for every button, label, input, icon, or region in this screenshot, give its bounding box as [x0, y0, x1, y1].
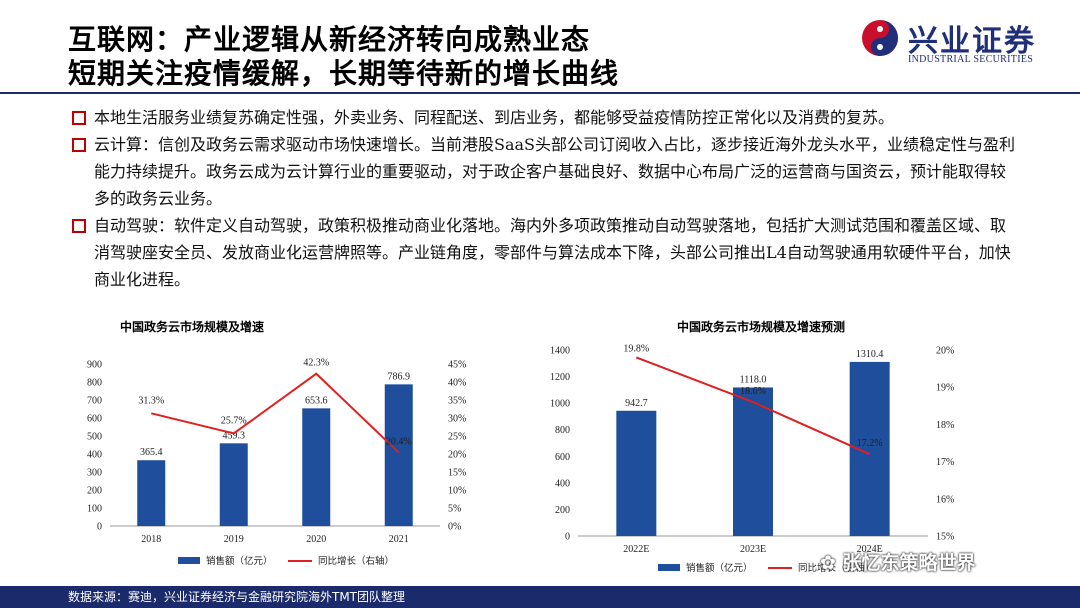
legend-line-label: 同比增长（右轴）	[798, 562, 874, 574]
y-tick-label: 800	[87, 378, 102, 389]
legend-bar-label: 销售额（亿元）	[686, 562, 753, 574]
y-tick-label: 1400	[550, 346, 570, 357]
x-tick-label: 2019	[224, 534, 244, 545]
y2-tick-label: 17%	[936, 457, 954, 468]
y-tick-label: 800	[555, 425, 570, 436]
chart-forecast: 0 200 400 600 800 1000 1200 1400 15% 16% 17% 18% 19%…	[550, 343, 954, 574]
bullet-item: 云计算：信创及政务云需求驱动市场快速增长。当前港股SaaS头部公司订阅收入占比，…	[70, 131, 1020, 212]
y-tick-label: 200	[87, 486, 102, 497]
y2-tick-label: 20%	[448, 450, 466, 461]
line-value-label: 17.2%	[857, 438, 883, 449]
x-tick-label: 2024E	[857, 544, 883, 555]
wechat-icon: ✿	[820, 552, 836, 574]
x-tick-label: 2022E	[623, 544, 649, 555]
logo-text-en: INDUSTRIAL SECURITIES	[908, 54, 1034, 65]
y-tick-label: 700	[87, 396, 102, 407]
legend-bar-swatch	[178, 557, 200, 564]
bar	[733, 387, 773, 536]
chart-2-title: 中国政务云市场规模及增速预测	[677, 320, 846, 334]
watermark: ✿ 张忆东策略世界	[820, 548, 976, 575]
y2-tick-label: 19%	[936, 383, 954, 394]
x-tick-label: 2023E	[740, 544, 766, 555]
bar	[302, 408, 331, 526]
y2-tick-label: 25%	[448, 432, 466, 443]
y-tick-label: 300	[87, 468, 102, 479]
bullet-square-icon	[72, 111, 86, 125]
y-tick-label: 400	[555, 478, 570, 489]
line-value-label: 25.7%	[221, 415, 247, 426]
line-value-label: 20.4%	[386, 437, 412, 448]
y2-tick-label: 20%	[936, 346, 954, 357]
legend-bar-swatch	[658, 564, 680, 571]
y-tick-label: 200	[555, 505, 570, 516]
bullet-list: 本地生活服务业绩复苏确定性强，外卖业务、同程配送、到店业务，都能够受益疫情防控正…	[70, 104, 1020, 293]
y-tick-label: 900	[87, 360, 102, 371]
bar-value-label: 459.3	[223, 430, 246, 441]
y2-tick-label: 0%	[448, 522, 461, 533]
y-tick-label: 100	[87, 504, 102, 515]
bullet-square-icon	[72, 219, 86, 233]
bar	[219, 443, 248, 526]
y-tick-label: 400	[87, 450, 102, 461]
x-tick-label: 2021	[389, 534, 409, 545]
legend-bar-label: 销售额（亿元）	[206, 555, 273, 567]
bar-value-label: 942.7	[625, 398, 648, 409]
bar-value-label: 786.9	[388, 371, 411, 382]
data-source: 数据来源：赛迪，兴业证券经济与金融研究院海外TMT团队整理	[68, 590, 406, 604]
y2-tick-label: 5%	[448, 504, 461, 515]
y2-tick-label: 35%	[448, 396, 466, 407]
y2-tick-label: 16%	[936, 494, 954, 505]
bullet-text: 本地生活服务业绩复苏确定性强，外卖业务、同程配送、到店业务，都能够受益疫情防控正…	[94, 108, 895, 127]
bar	[384, 384, 413, 526]
line-value-label: 42.3%	[303, 358, 329, 369]
y-tick-label: 1200	[550, 372, 570, 383]
chart-1-title: 中国政务云市场规模及增速	[120, 320, 265, 334]
header-divider	[0, 92, 1080, 94]
y-tick-label: 0	[565, 532, 570, 543]
bar-value-label: 365.4	[140, 447, 163, 458]
chart-historical: 0 100 200 300 400 500 600 700 800 900 0% 5% 10% 15% 20…	[87, 358, 466, 567]
bullet-item: 本地生活服务业绩复苏确定性强，外卖业务、同程配送、到店业务，都能够受益疫情防控正…	[70, 104, 1020, 131]
y-tick-label: 500	[87, 432, 102, 443]
bullet-item: 自动驾驶：软件定义自动驾驶，政策积极推动商业化落地。海内外多项政策推动自动驾驶落…	[70, 212, 1020, 293]
growth-line	[635, 356, 871, 456]
brand-logo: 兴业证券 INDUSTRIAL SECURITIES	[860, 14, 1070, 74]
y2-tick-label: 15%	[936, 532, 954, 543]
bar	[137, 460, 166, 526]
growth-line	[151, 372, 400, 454]
bar	[616, 410, 657, 536]
y2-tick-label: 40%	[448, 378, 466, 389]
line-value-label: 19.8%	[623, 343, 649, 354]
bullet-text: 自动驾驶：软件定义自动驾驶，政策积极推动商业化落地。海内外多项政策推动自动驾驶落…	[94, 216, 1011, 289]
y2-tick-label: 30%	[448, 414, 466, 425]
y-tick-label: 0	[97, 522, 102, 533]
y2-tick-label: 15%	[448, 468, 466, 479]
watermark-text: 张忆东策略世界	[842, 552, 976, 574]
bullet-square-icon	[72, 138, 86, 152]
page-title: 互联网：产业逻辑从新经济转向成熟业态	[68, 23, 591, 56]
bar-value-label: 1118.0	[740, 374, 767, 385]
line-value-label: 31.3%	[138, 395, 164, 406]
y2-tick-label: 45%	[448, 360, 466, 371]
footer-bar	[0, 586, 1080, 608]
x-tick-label: 2018	[141, 534, 161, 545]
logo-text-cn: 兴业证券	[908, 24, 1036, 59]
y2-tick-label: 10%	[448, 486, 466, 497]
page-subtitle: 短期关注疫情缓解，长期等待新的增长曲线	[68, 57, 620, 90]
logo-mark-icon	[862, 20, 898, 56]
y2-tick-label: 18%	[936, 420, 954, 431]
legend-line-label: 同比增长（右轴）	[318, 555, 394, 567]
bar-value-label: 1310.4	[856, 349, 884, 360]
line-value-label: 18.6%	[740, 386, 766, 397]
bar-value-label: 653.6	[305, 395, 328, 406]
x-tick-label: 2020	[306, 534, 326, 545]
y-tick-label: 600	[555, 452, 570, 463]
y-tick-label: 1000	[550, 399, 570, 410]
y-tick-label: 600	[87, 414, 102, 425]
bullet-text: 云计算：信创及政务云需求驱动市场快速增长。当前港股SaaS头部公司订阅收入占比，…	[94, 135, 1016, 208]
